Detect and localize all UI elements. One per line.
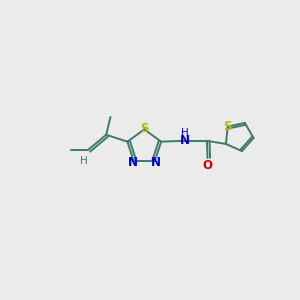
Text: H: H <box>80 155 88 166</box>
Text: N: N <box>128 156 137 169</box>
Text: H: H <box>181 128 188 138</box>
Text: N: N <box>151 156 161 169</box>
Text: N: N <box>180 134 190 147</box>
Text: S: S <box>224 120 232 133</box>
Text: O: O <box>202 159 212 172</box>
Text: S: S <box>140 122 148 135</box>
